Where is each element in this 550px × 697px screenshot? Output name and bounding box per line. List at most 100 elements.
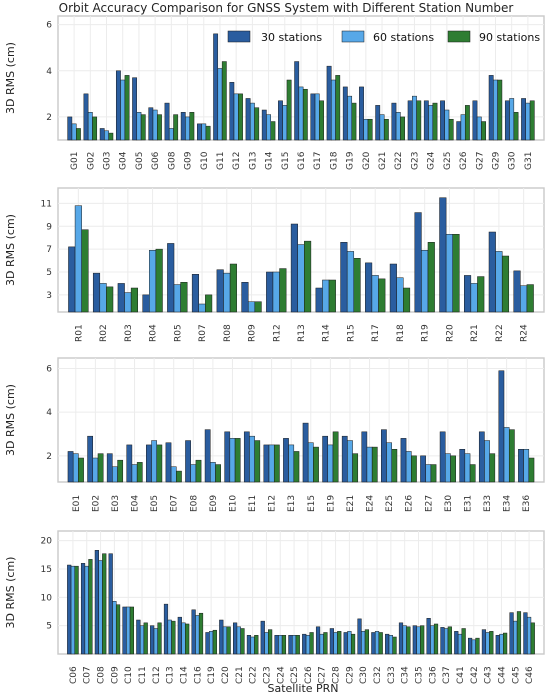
x-tick-label: G25 bbox=[443, 152, 453, 170]
bar-E36-1 bbox=[518, 449, 524, 483]
bar-G20-3 bbox=[367, 118, 373, 141]
bar-C46-1 bbox=[523, 612, 528, 655]
bar-G03-2 bbox=[104, 130, 109, 141]
x-tick-label: C30 bbox=[359, 666, 369, 684]
bar-C19-1 bbox=[205, 632, 210, 655]
x-tick-label: E26 bbox=[405, 495, 415, 512]
bar-E34-1 bbox=[498, 370, 505, 483]
bar-G19-2 bbox=[347, 95, 353, 141]
bar-R07-1 bbox=[191, 274, 200, 313]
bar-R19-1 bbox=[414, 212, 422, 313]
bar-E07-1 bbox=[165, 442, 172, 483]
bar-R24-1 bbox=[513, 270, 521, 313]
bar-C33-3 bbox=[392, 636, 397, 655]
bar-G29-3 bbox=[497, 79, 503, 141]
bar-G17-3 bbox=[319, 100, 324, 141]
bar-C20-1 bbox=[219, 619, 224, 655]
x-tick-label: R24 bbox=[520, 324, 530, 342]
bar-C32-1 bbox=[371, 632, 376, 655]
bar-E09-3 bbox=[215, 464, 221, 483]
bar-C45-2 bbox=[513, 620, 518, 655]
bar-C44-2 bbox=[499, 633, 504, 655]
bar-E26-1 bbox=[400, 438, 407, 483]
bar-G15-3 bbox=[286, 79, 292, 141]
bar-G24-1 bbox=[423, 100, 429, 141]
bar-G22-1 bbox=[391, 102, 397, 141]
bar-E25-2 bbox=[386, 442, 392, 483]
bar-R04-2 bbox=[149, 250, 157, 313]
x-tick-label: G04 bbox=[119, 151, 129, 170]
bar-G01-2 bbox=[71, 123, 77, 141]
bar-C46-3 bbox=[530, 622, 535, 655]
bar-G13-1 bbox=[245, 98, 251, 141]
x-tick-label: G02 bbox=[86, 152, 96, 170]
x-tick-label: G09 bbox=[184, 151, 194, 170]
bar-R09-1 bbox=[241, 282, 249, 313]
x-tick-label: R03 bbox=[124, 324, 134, 342]
bar-R12-1 bbox=[266, 271, 274, 313]
bar-R05-3 bbox=[180, 282, 188, 313]
bar-G14-3 bbox=[270, 121, 276, 141]
bar-E33-1 bbox=[478, 431, 485, 483]
bar-R09-2 bbox=[247, 301, 256, 313]
bar-E10-3 bbox=[234, 438, 241, 483]
bar-C26-3 bbox=[309, 632, 314, 655]
bar-R07-3 bbox=[205, 294, 213, 313]
bar-E21-1 bbox=[341, 435, 348, 483]
bar-G09-3 bbox=[189, 112, 195, 141]
x-tick-label: E34 bbox=[503, 495, 513, 512]
bar-R02-3 bbox=[106, 286, 114, 313]
bar-G11-3 bbox=[221, 61, 227, 141]
x-tick-label: G01 bbox=[70, 152, 80, 170]
bar-C28-2 bbox=[333, 632, 338, 655]
bar-G24-2 bbox=[428, 105, 434, 141]
bar-C45-1 bbox=[509, 612, 514, 655]
bar-E08-1 bbox=[185, 440, 191, 483]
bar-R05-2 bbox=[173, 284, 181, 313]
x-tick-label: E19 bbox=[326, 495, 336, 512]
bar-C10-2 bbox=[126, 606, 131, 655]
bar-E02-2 bbox=[92, 457, 99, 483]
bar-G31-2 bbox=[525, 102, 531, 141]
y-tick-label: 7 bbox=[46, 245, 52, 255]
x-tick-label: C11 bbox=[138, 666, 148, 684]
x-tick-label: C22 bbox=[249, 666, 259, 684]
bar-C37-1 bbox=[440, 627, 445, 655]
bar-E08-2 bbox=[190, 464, 197, 483]
bar-C24-2 bbox=[278, 635, 283, 655]
bar-G27-3 bbox=[481, 121, 487, 141]
bar-R18-2 bbox=[396, 277, 404, 313]
x-tick-label: G24 bbox=[427, 151, 437, 170]
bar-C32-2 bbox=[374, 631, 380, 655]
x-tick-label: C28 bbox=[332, 666, 342, 684]
bar-G23-1 bbox=[407, 100, 413, 141]
bar-C46-2 bbox=[527, 616, 532, 655]
x-tick-label: E30 bbox=[444, 495, 454, 512]
bar-E01-1 bbox=[67, 451, 74, 483]
bar-E05-3 bbox=[156, 444, 163, 483]
bar-E31-1 bbox=[459, 449, 466, 483]
bar-C37-3 bbox=[447, 626, 452, 655]
bar-G12-1 bbox=[229, 82, 235, 141]
bar-C42-1 bbox=[468, 637, 473, 655]
bar-R17-1 bbox=[365, 262, 373, 313]
bar-C42-3 bbox=[475, 637, 480, 655]
bar-C13-1 bbox=[163, 603, 169, 655]
bar-C25-2 bbox=[292, 635, 297, 655]
bar-R17-3 bbox=[378, 278, 386, 313]
bar-E36-3 bbox=[528, 457, 535, 483]
bar-E03-2 bbox=[112, 466, 118, 483]
x-tick-label: G15 bbox=[281, 152, 291, 170]
bar-C21-2 bbox=[236, 626, 241, 655]
y-tick-label: 9 bbox=[46, 222, 52, 232]
bar-R20-2 bbox=[445, 234, 453, 313]
bar-G12-3 bbox=[238, 93, 243, 141]
bar-G30-2 bbox=[509, 98, 515, 141]
y-tick-label: 10 bbox=[41, 593, 53, 603]
bar-C11-1 bbox=[136, 619, 141, 655]
x-tick-label: C10 bbox=[124, 666, 134, 684]
bar-C35-2 bbox=[416, 626, 421, 655]
bar-R03-3 bbox=[130, 287, 138, 313]
bar-C16-2 bbox=[195, 615, 200, 655]
x-tick-label: G18 bbox=[329, 151, 339, 170]
